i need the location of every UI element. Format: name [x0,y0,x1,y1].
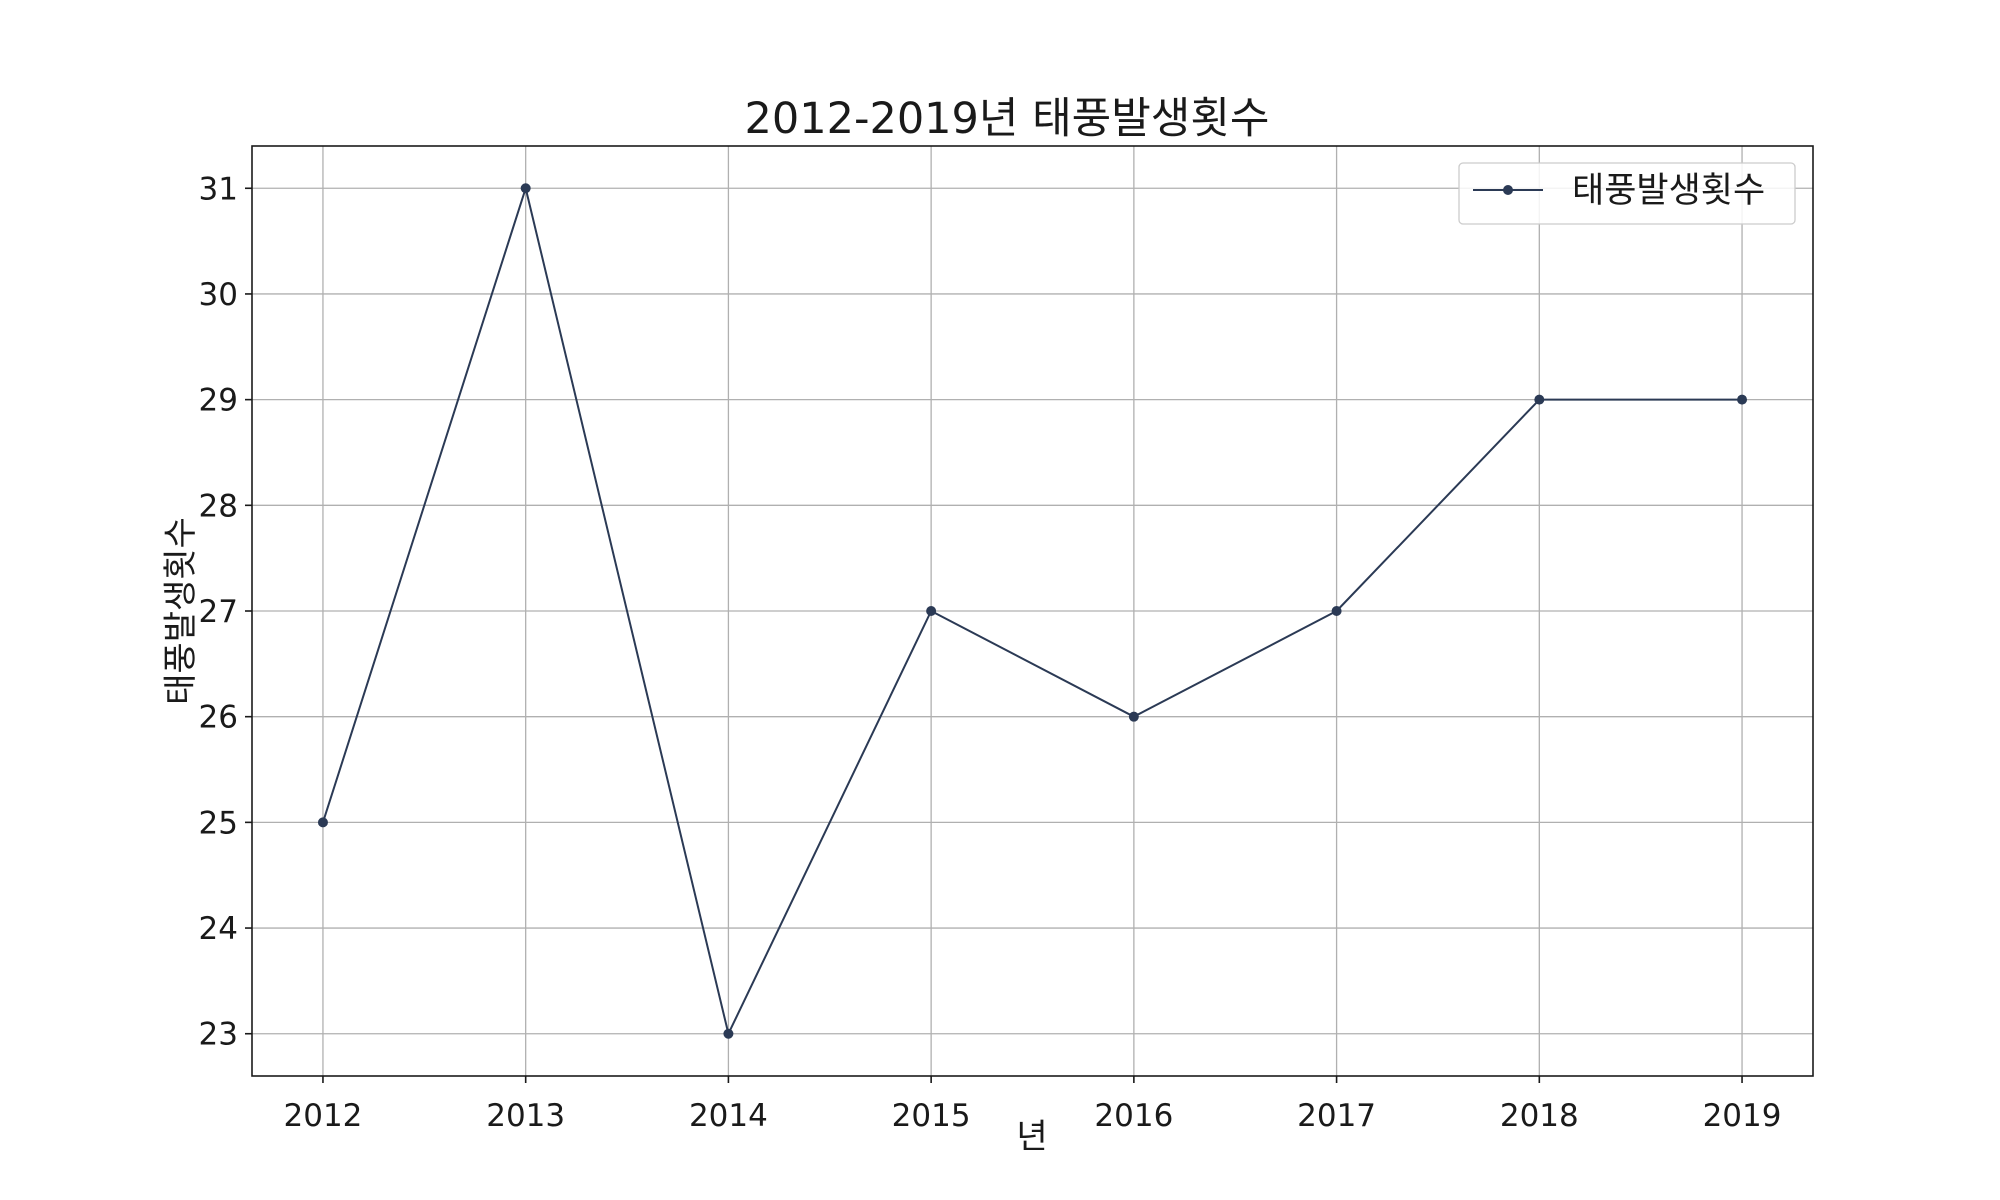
data-point [1534,394,1545,405]
x-tick-label: 2017 [1297,1098,1376,1134]
data-point [926,606,937,616]
y-axis: 23 24 25 26 27 28 29 30 31 [199,171,252,1053]
data-point [1331,606,1342,616]
y-tick-label: 30 [199,277,238,313]
y-axis-label: 태풍발생횟수 [161,517,201,705]
x-tick-label: 2016 [1094,1098,1173,1134]
legend-marker-swatch [1503,185,1513,195]
y-tick-label: 25 [199,805,238,841]
chart-title: 2012-2019년 태풍발생횟수 [745,94,1270,144]
series-layer [317,183,1748,1039]
x-tick-label: 2018 [1500,1098,1579,1134]
series-line [322,187,1743,1035]
legend: 태풍발생횟수 [1458,162,1796,225]
y-tick-label: 23 [199,1017,238,1053]
x-tick-label: 2015 [892,1098,971,1134]
y-tick-label: 31 [199,171,238,207]
y-tick-label: 26 [199,700,238,736]
data-point [723,1028,734,1039]
y-tick-label: 27 [199,594,238,630]
x-tick-label: 2014 [689,1098,768,1134]
x-axis: 2012 2013 2014 2015 2016 2017 2018 2019 [284,1076,1782,1134]
data-point [1737,394,1748,405]
y-tick-label: 28 [199,488,238,524]
legend-entry-label: 태풍발생횟수 [1572,171,1765,211]
x-tick-label: 2012 [284,1098,363,1134]
grid-lines [252,146,1813,1076]
data-point [317,817,328,828]
x-tick-label: 2013 [486,1098,565,1134]
data-point [520,183,531,194]
x-axis-label: 년 [1016,1117,1047,1157]
legend-box [1458,162,1796,225]
data-point [1128,711,1139,722]
y-tick-label: 24 [199,911,238,947]
x-tick-label: 2019 [1703,1098,1782,1134]
y-tick-label: 29 [199,383,238,419]
